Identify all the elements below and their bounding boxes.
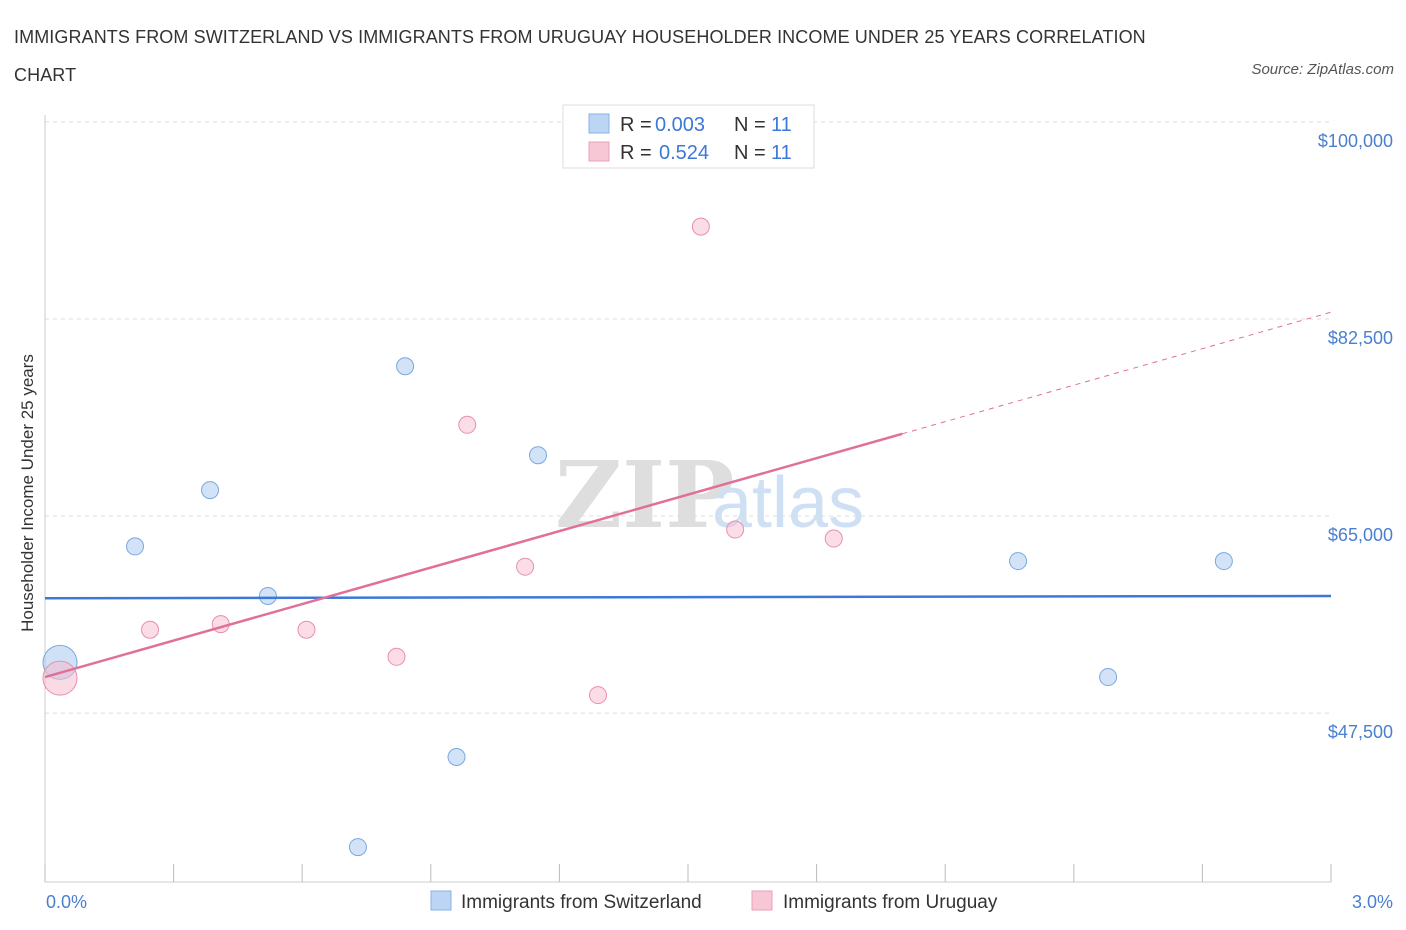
- point-series1-4: [387, 647, 406, 666]
- point-series0-7: [348, 838, 367, 857]
- point-series1-3: [297, 620, 316, 639]
- y-tick-labels: $100,000 $82,500 $65,000 $47,500: [1318, 131, 1393, 742]
- point-series0-8: [1009, 552, 1028, 571]
- point-series1-10: [824, 529, 843, 548]
- legend-series-label-uruguay: Immigrants from Uruguay: [783, 892, 998, 913]
- point-series1-1: [141, 620, 160, 639]
- point-series1-5: [458, 415, 477, 434]
- legend-n-value-1: 11: [771, 114, 792, 136]
- point-series0-1: [126, 537, 145, 556]
- trend-line-series0: [44, 594, 1332, 600]
- x-tick-labels: 0.0% 3.0%: [46, 892, 1393, 912]
- legend-series-swatch-switzerland: [430, 890, 452, 911]
- point-series0-9: [1099, 668, 1118, 687]
- point-series1-9: [726, 520, 745, 539]
- point-series0-4: [396, 357, 415, 376]
- point-series1-0: [42, 660, 78, 696]
- legend-swatch-switzerland: [588, 113, 610, 134]
- chart-title: IMMIGRANTS FROM SWITZERLAND VS IMMIGRANT…: [14, 27, 1146, 85]
- source-label: Source: ZipAtlas.com: [1251, 61, 1394, 78]
- legend-swatch-uruguay: [588, 141, 610, 162]
- legend-r-label-2: R =: [620, 142, 652, 164]
- legend-series-swatch-uruguay: [751, 890, 773, 911]
- point-series0-10: [1214, 552, 1233, 571]
- legend-stats: R = 0.003 N = 11 R = 0.524 N = 11: [562, 104, 815, 169]
- point-series0-5: [447, 748, 466, 767]
- y-tick-label-3: $47,500: [1328, 722, 1393, 742]
- point-series1-6: [516, 557, 535, 576]
- x-tick-label-0: 0.0%: [46, 892, 87, 912]
- y-tick-label-0: $100,000: [1318, 131, 1393, 151]
- grid-lines: [45, 121, 1331, 714]
- legend-r-label-1: R =: [620, 114, 652, 136]
- watermark-zip: ZIP: [555, 441, 734, 549]
- trend-line-dashed-series1: [902, 311, 1332, 435]
- legend-r-value-2: 0.524: [659, 142, 709, 164]
- y-tick-label-2: $65,000: [1328, 525, 1393, 545]
- point-series0-6: [528, 446, 547, 465]
- point-series0-3: [258, 586, 277, 605]
- point-series0-2: [201, 481, 220, 500]
- legend-n-label-2: N =: [734, 142, 766, 164]
- legend-n-value-2: 11: [771, 142, 792, 164]
- axes: [44, 115, 1332, 883]
- y-axis-label: Householder Income Under 25 years: [18, 354, 37, 632]
- point-series1-8: [691, 217, 710, 236]
- y-tick-label-1: $82,500: [1328, 328, 1393, 348]
- legend-series: Immigrants from Switzerland Immigrants f…: [430, 890, 998, 913]
- legend-series-label-switzerland: Immigrants from Switzerland: [461, 892, 702, 913]
- x-tick-label-1: 3.0%: [1352, 892, 1393, 912]
- trend-line-series1: [44, 432, 903, 679]
- data-points: [42, 217, 1233, 857]
- trend-lines: [44, 311, 1332, 679]
- legend-r-value-1: 0.003: [655, 114, 705, 136]
- legend-n-label-1: N =: [734, 114, 766, 136]
- point-series1-7: [588, 686, 607, 705]
